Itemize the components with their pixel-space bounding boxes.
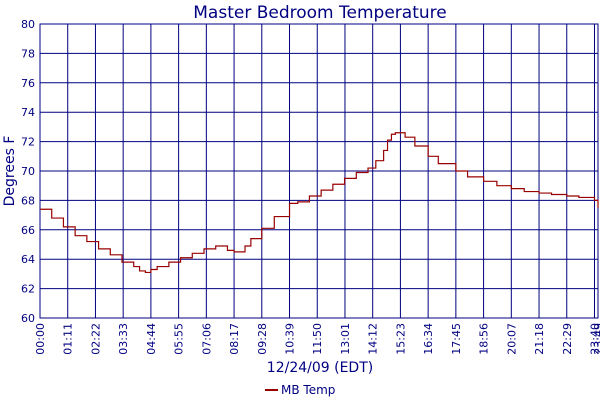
x-tick-label: 16:34 [422,323,435,355]
x-tick-label: 15:23 [394,323,407,355]
x-tick-label: 01:11 [62,323,75,355]
x-tick-labels: 00:00 01:11 02:22 03:33 04:44 05:55 07:06 08:17… [34,323,600,355]
x-tick-label: 03:33 [117,323,130,355]
y-tick-label: 76 [21,77,35,90]
x-tick-label: 08:17 [228,323,241,355]
y-tick-label: 68 [21,194,35,207]
y-tick-label: 62 [21,283,35,296]
x-tick-label: 13:01 [339,323,352,355]
legend: MB Temp [265,383,335,397]
x-tick-label: 07:06 [200,323,213,355]
x-tick-label: 17:45 [450,323,463,355]
chart-title: Master Bedroom Temperature [193,3,446,23]
x-tick-label: 23:40 [588,323,600,355]
x-tick-label: 05:55 [173,323,186,355]
legend-label: MB Temp [281,383,335,397]
x-tick-label: 00:00 [34,323,47,355]
x-tick-label: 20:07 [505,323,518,355]
x-tick-label: 14:12 [367,323,380,355]
x-tick-label: 22:29 [561,323,574,355]
y-tick-label: 60 [21,312,35,325]
x-axis-label: 12/24/09 (EDT) [267,360,373,376]
y-tick-label: 70 [21,165,35,178]
x-tick-label: 18:56 [478,323,491,355]
x-tick-label: 10:39 [284,323,297,355]
grid-lines [39,23,599,319]
x-tick-label: 23:49 [592,323,600,355]
x-tick-label: 04:44 [145,323,158,355]
y-tick-label: 72 [21,136,35,149]
y-tick-label: 78 [21,47,35,60]
y-tick-label: 80 [21,18,35,31]
y-tick-label: 66 [21,224,35,237]
x-tick-label: 02:22 [89,323,102,355]
x-tick-label: 09:28 [256,323,269,355]
y-axis-label: Degrees F [2,136,18,207]
y-tick-labels: 60 62 64 66 68 70 72 74 76 78 80 [21,18,35,325]
x-tick-label: 11:50 [311,323,324,355]
x-tick-label: 21:18 [533,323,546,355]
y-tick-label: 64 [21,253,35,266]
y-tick-label: 74 [21,106,35,119]
series-line-mb-temp [40,132,599,274]
